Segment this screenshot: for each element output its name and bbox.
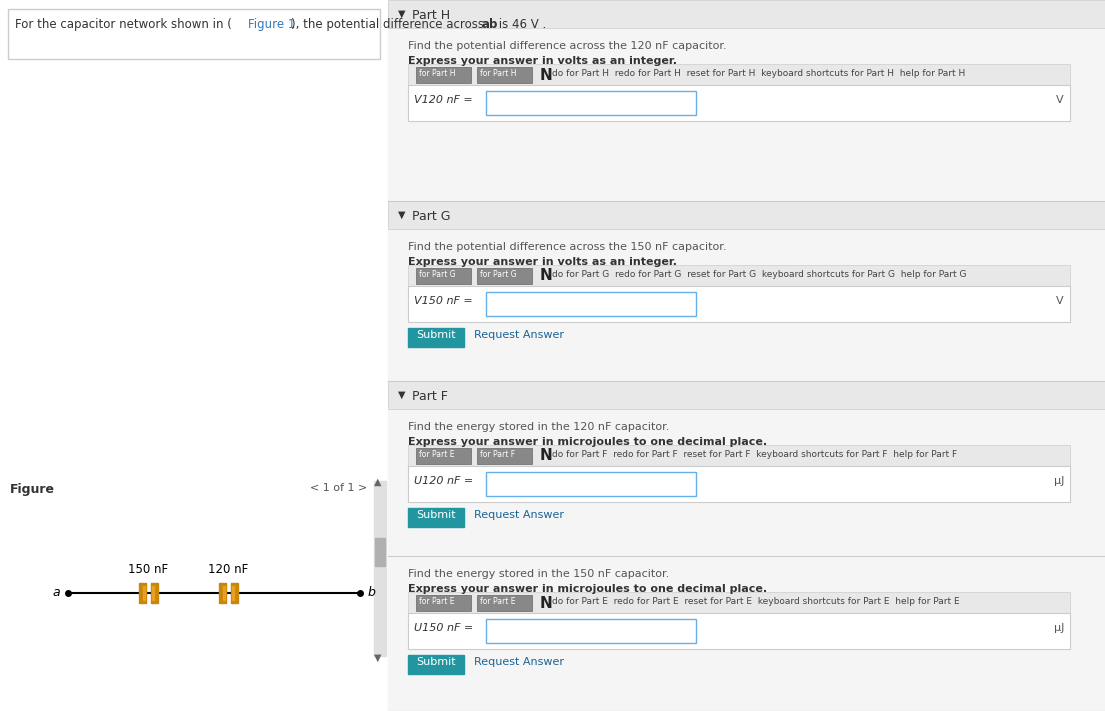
Text: Find the energy stored in the 150 nF capacitor.: Find the energy stored in the 150 nF cap…: [408, 569, 670, 579]
Bar: [477, 67, 532, 83]
Text: ab: ab: [481, 18, 497, 31]
Text: Figure: Figure: [10, 483, 55, 496]
Text: ▼: ▼: [398, 9, 406, 19]
Text: Submit: Submit: [417, 330, 456, 340]
Bar: [415, 268, 471, 284]
Text: ▲: ▲: [375, 477, 381, 487]
Text: Find the potential difference across the 120 nF capacitor.: Find the potential difference across the…: [408, 41, 727, 51]
Text: Express your answer in microjoules to one decimal place.: Express your answer in microjoules to on…: [408, 437, 767, 447]
Text: Request Answer: Request Answer: [474, 510, 564, 520]
Bar: [486, 91, 696, 115]
Bar: [408, 508, 464, 527]
Bar: [408, 613, 1070, 649]
Text: V150 nF =: V150 nF =: [414, 296, 473, 306]
Text: N: N: [540, 596, 552, 611]
Text: for Part F: for Part F: [480, 450, 515, 459]
Bar: [222, 586, 224, 600]
Bar: [408, 466, 1070, 502]
Text: Find the potential difference across the 150 nF capacitor.: Find the potential difference across the…: [408, 242, 726, 252]
Bar: [415, 595, 471, 611]
Text: N: N: [540, 449, 552, 464]
Text: Submit: Submit: [417, 510, 456, 520]
Text: for Part G: for Part G: [419, 270, 455, 279]
Text: Request Answer: Request Answer: [474, 657, 564, 667]
Bar: [408, 85, 1070, 121]
Bar: [219, 583, 225, 603]
Bar: [373, 481, 386, 656]
Bar: [408, 592, 1070, 614]
Text: U150 nF =: U150 nF =: [414, 623, 473, 633]
Text: U120 nF =: U120 nF =: [414, 476, 473, 486]
Bar: [138, 583, 146, 603]
Text: Figure 1: Figure 1: [248, 18, 295, 31]
Text: Express your answer in volts as an integer.: Express your answer in volts as an integ…: [408, 257, 677, 267]
Bar: [477, 268, 532, 284]
Bar: [408, 286, 1070, 322]
Text: is 46 V .: is 46 V .: [495, 18, 546, 31]
Text: for Part H: for Part H: [419, 69, 455, 78]
Text: For the capacitor network shown in (: For the capacitor network shown in (: [15, 18, 232, 31]
Text: N: N: [540, 269, 552, 284]
Bar: [151, 586, 154, 600]
Text: V120 nF =: V120 nF =: [414, 95, 473, 105]
Bar: [477, 595, 532, 611]
Bar: [388, 0, 1105, 28]
Text: 150 nF: 150 nF: [128, 563, 168, 576]
Text: Express your answer in volts as an integer.: Express your answer in volts as an integ…: [408, 56, 677, 66]
Text: for Part E: for Part E: [419, 450, 454, 459]
Text: for Part G: for Part G: [480, 270, 517, 279]
Bar: [8, 9, 380, 59]
Bar: [0, 0, 388, 711]
Text: ▼: ▼: [398, 210, 406, 220]
Text: Submit: Submit: [417, 657, 456, 667]
Text: b: b: [368, 587, 376, 599]
Text: μJ: μJ: [1054, 623, 1064, 633]
Text: μJ: μJ: [1054, 476, 1064, 486]
Bar: [486, 292, 696, 316]
Bar: [388, 0, 1105, 711]
Text: 120 nF: 120 nF: [208, 563, 249, 576]
Text: Part G: Part G: [412, 210, 451, 223]
Bar: [143, 586, 145, 600]
Bar: [408, 64, 1070, 86]
Bar: [408, 328, 464, 347]
Text: Express your answer in microjoules to one decimal place.: Express your answer in microjoules to on…: [408, 584, 767, 594]
Bar: [477, 448, 532, 464]
Text: for Part E: for Part E: [480, 597, 516, 606]
Bar: [232, 586, 233, 600]
Text: Part F: Part F: [412, 390, 448, 403]
Text: do for Part H  redo for Part H  reset for Part H  keyboard shortcuts for Part H : do for Part H redo for Part H reset for …: [552, 69, 966, 78]
Bar: [388, 201, 1105, 229]
Text: Part H: Part H: [412, 9, 450, 22]
Text: do for Part F  redo for Part F  reset for Part F  keyboard shortcuts for Part F : do for Part F redo for Part F reset for …: [552, 450, 957, 459]
Text: a: a: [52, 587, 60, 599]
Text: ▼: ▼: [398, 390, 406, 400]
Bar: [486, 619, 696, 643]
Text: Find the energy stored in the 120 nF capacitor.: Find the energy stored in the 120 nF cap…: [408, 422, 670, 432]
Text: V: V: [1056, 296, 1064, 306]
Text: do for Part G  redo for Part G  reset for Part G  keyboard shortcuts for Part G : do for Part G redo for Part G reset for …: [552, 270, 967, 279]
Text: do for Part E  redo for Part E  reset for Part E  keyboard shortcuts for Part E : do for Part E redo for Part E reset for …: [552, 597, 959, 606]
Bar: [408, 445, 1070, 467]
Bar: [486, 472, 696, 496]
Text: Request Answer: Request Answer: [474, 330, 564, 340]
Text: ), the potential difference across: ), the potential difference across: [291, 18, 487, 31]
Bar: [375, 538, 385, 566]
Bar: [415, 448, 471, 464]
Bar: [408, 265, 1070, 287]
Bar: [388, 381, 1105, 409]
Bar: [415, 67, 471, 83]
Text: < 1 of 1 >: < 1 of 1 >: [311, 483, 367, 493]
Text: for Part H: for Part H: [480, 69, 516, 78]
Text: N: N: [540, 68, 552, 82]
Bar: [408, 655, 464, 674]
Text: V: V: [1056, 95, 1064, 105]
Text: for Part E: for Part E: [419, 597, 454, 606]
Text: ▼: ▼: [375, 653, 381, 663]
Bar: [150, 583, 158, 603]
Bar: [231, 583, 238, 603]
